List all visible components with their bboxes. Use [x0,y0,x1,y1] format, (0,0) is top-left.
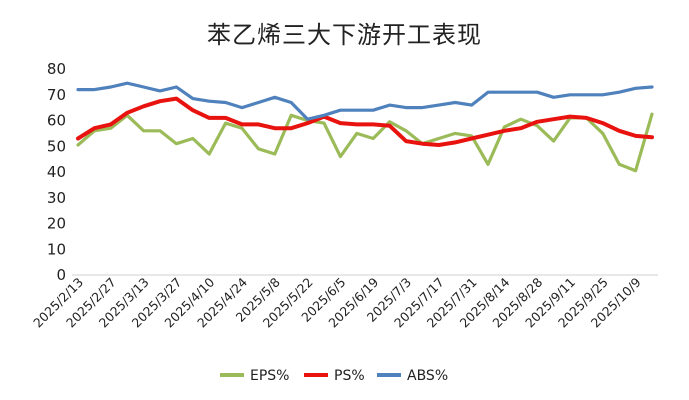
y-tick-label: 0 [56,266,66,284]
series-line-abs [76,81,654,121]
y-tick-label: 10 [47,240,66,258]
y-tick-label: 60 [47,112,66,130]
legend-label: EPS% [250,368,289,384]
y-tick-label: 80 [47,60,66,78]
chart-title: 苯乙烯三大下游开工表现 [207,21,482,49]
legend-label: ABS% [407,368,448,384]
y-tick-label: 30 [47,189,66,207]
series-line-eps [76,112,654,173]
legend-label: PS% [334,368,365,384]
y-tick-label: 40 [47,163,66,181]
series-line-ps [76,96,654,147]
y-tick-label: 20 [47,215,66,233]
y-tick-label: 50 [47,137,66,155]
y-tick-label: 70 [47,86,66,104]
